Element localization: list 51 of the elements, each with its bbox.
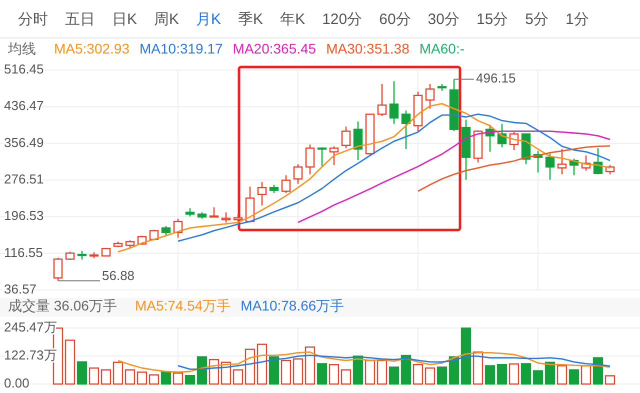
text: MA20:365.45 (232, 40, 316, 57)
category-label: 季K (238, 10, 264, 28)
category-label: 1分 (566, 10, 589, 28)
category-label: 月K (196, 10, 222, 28)
category-label: 5分 (525, 10, 549, 28)
candlestick (353, 120, 363, 161)
chart-title: 成交量 36.06万手 (8, 298, 117, 314)
text: MA5:302.93 (54, 40, 130, 57)
candlestick (209, 206, 219, 218)
category-label: 日K (112, 10, 138, 28)
text: MA10:78.66万手 (240, 298, 344, 314)
y-tick-label: 116.55 (4, 244, 43, 260)
y-tick-label: 436.47 (4, 98, 44, 114)
candlestick (389, 80, 399, 124)
annotation: 56.88 (102, 268, 135, 284)
y-tick-label: 0.00 (4, 375, 30, 390)
y-tick-label: 245.47万 (4, 319, 57, 334)
category-label: 15分 (476, 10, 508, 28)
category-label: 年K (280, 10, 306, 28)
category-label: 60分 (379, 10, 411, 28)
category-label: 分时 (18, 10, 48, 28)
y-tick-label: 36.57 (4, 281, 37, 296)
text: MA30:351.38 (326, 40, 410, 57)
category-label: 周K (154, 10, 180, 28)
y-tick-label: 196.53 (4, 208, 44, 224)
annotation: 496.15 (476, 70, 516, 86)
candlestick (281, 174, 291, 194)
candlestick (293, 164, 303, 184)
candlestick (545, 153, 555, 180)
candlestick (557, 148, 567, 175)
text: MA5:74.54万手 (134, 298, 231, 314)
candlestick (305, 144, 315, 175)
y-tick-label: 516.45 (4, 61, 44, 76)
candlestick (341, 126, 351, 149)
candlestick (329, 146, 339, 166)
legend-label: MA60:- (419, 40, 465, 57)
category-label: 120分 (322, 10, 362, 28)
candlestick (377, 83, 387, 117)
candlestick (425, 83, 435, 110)
candlestick (161, 225, 171, 236)
candlestick (53, 257, 63, 282)
candlestick (257, 181, 267, 206)
category-label: 五日 (65, 10, 95, 28)
candlestick (221, 212, 231, 224)
text: MA10:319.17 (140, 40, 223, 57)
candlestick (317, 146, 327, 167)
category-label: 30分 (428, 10, 460, 28)
y-tick-label: 276.51 (4, 171, 44, 186)
legend-title: 均线 (7, 40, 36, 57)
y-tick-label: 356.49 (4, 134, 44, 150)
candlestick (401, 110, 411, 150)
